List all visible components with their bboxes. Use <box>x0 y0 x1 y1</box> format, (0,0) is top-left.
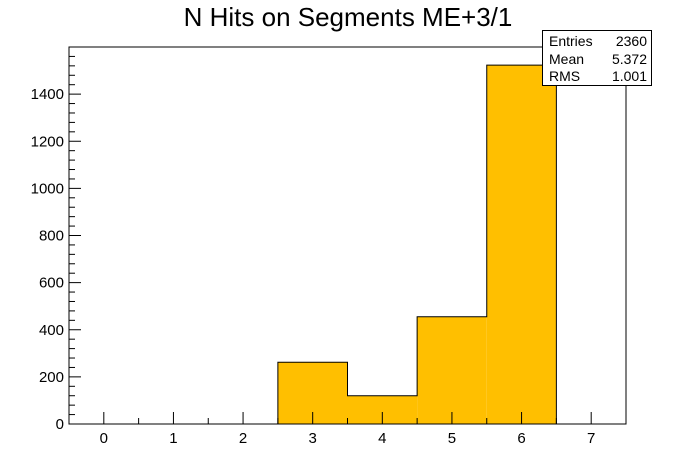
x-tick-label: 3 <box>309 430 317 447</box>
y-tick-label: 0 <box>56 416 64 433</box>
bars-group <box>277 64 557 424</box>
y-tick-label: 1000 <box>31 180 64 197</box>
x-tick-label: 0 <box>100 430 108 447</box>
histogram-bar-3 <box>486 65 557 424</box>
stats-label: Entries <box>549 33 593 49</box>
x-tick-label: 2 <box>239 430 247 447</box>
stats-row-rms: RMS 1.001 <box>549 68 647 85</box>
chart-title: N Hits on Segments ME+3/1 <box>183 2 513 32</box>
stats-value: 2360 <box>615 33 647 49</box>
x-tick-label: 6 <box>517 430 525 447</box>
y-tick-label: 1400 <box>31 86 64 103</box>
stats-label: RMS <box>549 68 581 84</box>
histogram-outline <box>277 64 557 424</box>
stats-row-mean: Mean 5.372 <box>549 51 647 68</box>
stats-value: 1.001 <box>611 68 647 84</box>
x-tick-label: 5 <box>448 430 456 447</box>
axes-group: 0 1 2 3 4 5 6 7 0 200 400 600 800 1000 1200 1400 <box>31 55 627 447</box>
stats-label: Mean <box>549 51 585 67</box>
histogram-bar-2 <box>417 316 487 424</box>
y-tick-label: 800 <box>39 228 64 245</box>
x-tick-label: 7 <box>587 430 595 447</box>
y-tick-label: 200 <box>39 369 64 386</box>
stats-value: 5.372 <box>611 51 647 67</box>
y-tick-label: 400 <box>39 322 64 339</box>
y-tick-label: 600 <box>39 275 64 292</box>
x-tick-label: 1 <box>169 430 177 447</box>
y-tick-label: 1200 <box>31 133 64 150</box>
stats-row-entries: Entries 2360 <box>549 33 647 50</box>
x-tick-label: 4 <box>378 430 386 447</box>
stats-box: Entries 2360 Mean 5.372 RMS 1.001 <box>542 30 652 86</box>
